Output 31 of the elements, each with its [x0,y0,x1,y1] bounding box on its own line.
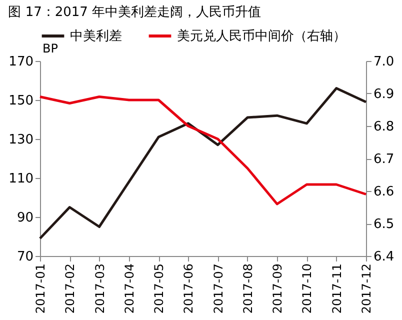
y-tick-label: 130 [8,132,34,148]
y2-tick-label: 6.8 [374,120,394,134]
legend-label: 美元兑人民币中间价（右轴） [177,28,346,44]
x-tick-label: 2017-01 [34,264,48,314]
x-tick-label: 2017-12 [360,264,374,314]
x-tick-label: 2017-05 [152,264,166,314]
x-tick-label: 2017-08 [240,264,255,314]
x-tick-label: 2017-04 [122,264,136,314]
x-tick-label: 2017-10 [300,264,314,314]
line-series [38,96,368,206]
x-tick-label: 2017-02 [63,264,78,314]
x-tick-label: 2017-09 [270,264,285,314]
y2-tick-label: 6.4 [374,250,394,264]
y2-tick-label: 6.6 [374,184,394,200]
y2-tick-label: 6.7 [374,152,394,167]
line-series [38,87,368,240]
y-tick-label: 110 [8,172,34,186]
y-axis-title: BP [42,42,58,56]
x-tick-label: 2017-06 [182,264,196,314]
y-tick-label: 70 [16,250,34,264]
chart-title: 图 17：2017 年中美利差走阔，人民币升值 [8,4,262,20]
y2-tick-label: 6.5 [374,217,394,232]
y-tick-label: 90 [16,210,34,226]
y2-tick-label: 6.9 [374,87,394,102]
x-tick-label: 2017-03 [92,264,107,314]
y2-tick-label: 7.0 [374,54,394,70]
x-tick-label: 2017-11 [330,264,344,314]
legend-label: 中美利差 [70,28,122,44]
y-tick-label: 170 [8,54,34,70]
x-tick-label: 2017-07 [211,264,226,314]
y-tick-label: 150 [8,94,34,108]
